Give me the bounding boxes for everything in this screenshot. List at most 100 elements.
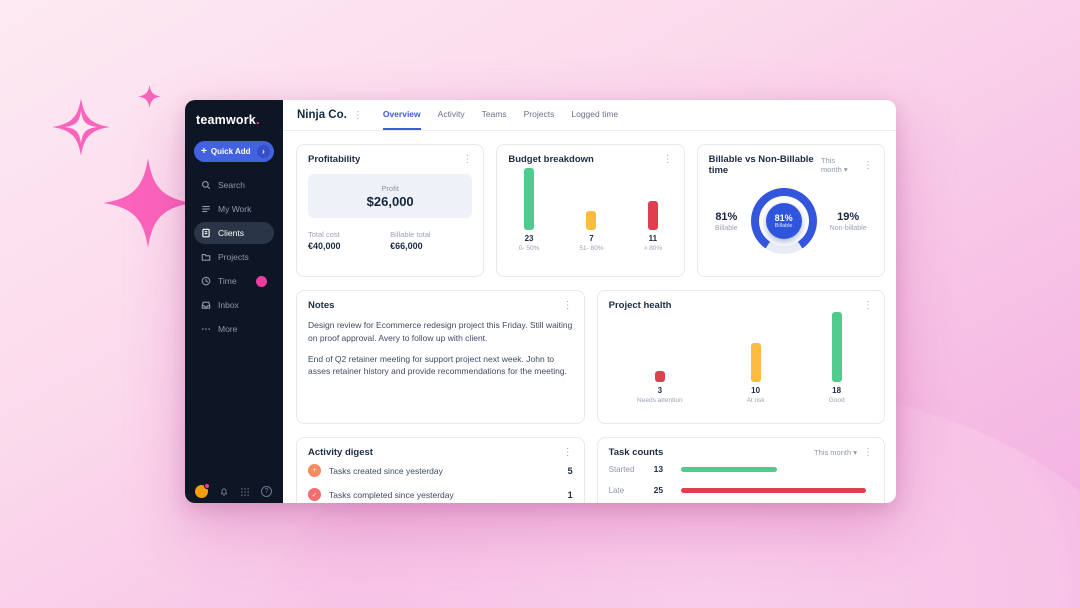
kebab-menu-icon[interactable]: ⋮: [462, 154, 473, 165]
client-tabs: Overview Activity Teams Projects Logged …: [382, 100, 619, 130]
total-cost-label: Total cost: [308, 230, 340, 239]
started-bar: [680, 466, 777, 472]
bar: [647, 200, 658, 231]
kebab-menu-icon[interactable]: ⋮: [863, 300, 873, 311]
bar-group: 7 51- 80%: [579, 211, 604, 253]
bar-group: 18 Good: [829, 312, 845, 405]
note-paragraph: End of Q2 retainer meeting for support p…: [308, 353, 567, 377]
kebab-menu-icon[interactable]: ⋮: [562, 447, 573, 458]
card-title: Notes: [308, 300, 335, 311]
sidebar-menu: Search My Work Clients Projects Time: [194, 174, 274, 340]
bar-group: 11 > 80%: [644, 200, 662, 253]
profitability-card: Profitability ⋮ Profit $26,000 Total cos…: [296, 144, 485, 277]
late-bar: [680, 487, 866, 493]
teamwork-logo: teamwork.: [196, 113, 260, 127]
billable-total-value: €66,000: [390, 241, 423, 251]
non-billable-percent: 19%: [837, 210, 860, 223]
tab-overview[interactable]: Overview: [382, 100, 421, 130]
plus-icon: +: [201, 146, 207, 157]
note-paragraph: Design review for Ecommerce redesign pro…: [308, 320, 573, 343]
profit-panel: Profit $26,000: [308, 174, 473, 218]
bar: [831, 312, 842, 383]
billable-time-card: Billable vs Non-Billable time This month…: [696, 144, 885, 277]
sparkle-decoration: [138, 85, 161, 108]
bar: [524, 168, 535, 231]
activity-digest-card: Activity digest ⋮ + Tasks created since …: [296, 437, 585, 503]
sparkle-decoration: [52, 98, 110, 156]
main-content: Ninja Co. ⋮ Overview Activity Teams Proj…: [283, 100, 896, 503]
client-kebab-menu[interactable]: ⋮: [352, 109, 363, 121]
tab-teams[interactable]: Teams: [481, 109, 507, 119]
sidebar-item-time[interactable]: Time: [194, 270, 274, 292]
sidebar-item-more[interactable]: More: [194, 318, 274, 340]
more-dots-icon: [202, 328, 210, 330]
app-window: teamwork. + Quick Add › Search My Work C…: [185, 100, 896, 503]
month-filter-dropdown[interactable]: This month ▾: [814, 448, 857, 457]
budget-bar-chart: 23 0- 50% 7 51- 80% 11 > 80%: [508, 168, 672, 253]
tasks-created-icon: +: [308, 464, 321, 477]
budget-breakdown-card: Budget breakdown ⋮ 23 0- 50% 7 51- 80%: [496, 144, 685, 277]
profit-value: $26,000: [366, 193, 414, 209]
tasks-completed-icon: ✓: [308, 488, 321, 501]
quick-add-button[interactable]: + Quick Add ›: [194, 141, 274, 162]
client-name: Ninja Co.: [297, 109, 347, 121]
sidebar-item-my-work[interactable]: My Work: [194, 198, 274, 220]
client-header: Ninja Co. ⋮ Overview Activity Teams Proj…: [283, 100, 896, 131]
folder-icon: [201, 253, 211, 261]
card-title: Budget breakdown: [508, 154, 594, 165]
card-title: Activity digest: [308, 447, 373, 458]
card-title: Profitability: [308, 154, 361, 165]
clients-icon: [202, 228, 210, 238]
task-count-row: Late 25: [609, 479, 873, 500]
profit-label: Profit: [381, 183, 399, 193]
month-filter-dropdown[interactable]: This month ▾: [820, 156, 848, 174]
bar-group: 3 Needs attention: [637, 370, 683, 405]
sidebar-item-inbox[interactable]: Inbox: [194, 294, 274, 316]
list-item[interactable]: + Tasks created since yesterday 5: [308, 458, 573, 482]
inbox-icon: [201, 301, 211, 309]
project-health-bar-chart: 3 Needs attention 10 At risk 18 Good: [609, 312, 873, 405]
quick-add-label: Quick Add: [210, 147, 251, 156]
list-icon: [202, 205, 210, 213]
billable-donut-chart: 81% Billable 81% Billable 19% Non-billab…: [709, 188, 873, 254]
notification-dot: [204, 483, 210, 489]
tab-activity[interactable]: Activity: [437, 109, 465, 119]
list-item[interactable]: ✓ Tasks completed since yesterday 1: [308, 482, 573, 503]
sidebar: teamwork. + Quick Add › Search My Work C…: [185, 100, 283, 503]
tab-projects[interactable]: Projects: [523, 109, 555, 119]
card-title: Task counts: [608, 447, 664, 458]
dashboard-cards: Profitability ⋮ Profit $26,000 Total cos…: [283, 131, 896, 503]
sidebar-item-search[interactable]: Search: [194, 174, 274, 196]
task-count-row: Started 13: [609, 458, 873, 479]
bar: [654, 370, 665, 383]
task-counts-card: Task counts This month ▾ ⋮ Started 13 La…: [596, 437, 885, 503]
avatar[interactable]: [195, 483, 210, 498]
kebab-menu-icon[interactable]: ⋮: [863, 447, 873, 458]
sparkle-decoration: [103, 158, 193, 248]
apps-grid-icon[interactable]: [240, 487, 250, 497]
project-health-card: Project health ⋮ 3 Needs attention 10 At: [596, 290, 885, 424]
bar: [586, 211, 597, 231]
tab-logged-time[interactable]: Logged time: [571, 109, 619, 119]
card-title: Project health: [608, 300, 672, 311]
clock-icon: [201, 276, 211, 286]
bell-icon[interactable]: [219, 487, 229, 497]
donut-center: 81% Billable: [765, 203, 802, 239]
billable-percent: 81%: [715, 210, 738, 223]
kebab-menu-icon[interactable]: ⋮: [662, 154, 673, 165]
help-icon[interactable]: ?: [261, 486, 272, 497]
kebab-menu-icon[interactable]: ⋮: [562, 300, 573, 311]
time-badge: [256, 275, 267, 287]
sidebar-item-projects[interactable]: Projects: [194, 246, 274, 268]
bar-group: 23 0- 50%: [519, 168, 539, 253]
chevron-right-icon[interactable]: ›: [257, 145, 270, 158]
bar: [750, 343, 761, 383]
donut-ring: 81% Billable: [750, 188, 817, 254]
billable-total-label: Billable total: [390, 230, 431, 239]
sidebar-item-clients[interactable]: Clients: [194, 222, 274, 244]
bar-group: 10 At risk: [747, 343, 765, 405]
search-icon: [202, 181, 211, 190]
notes-card: Notes ⋮ Design review for Ecommerce rede…: [296, 290, 585, 424]
sidebar-footer: ?: [195, 483, 272, 498]
kebab-menu-icon[interactable]: ⋮: [862, 159, 873, 171]
